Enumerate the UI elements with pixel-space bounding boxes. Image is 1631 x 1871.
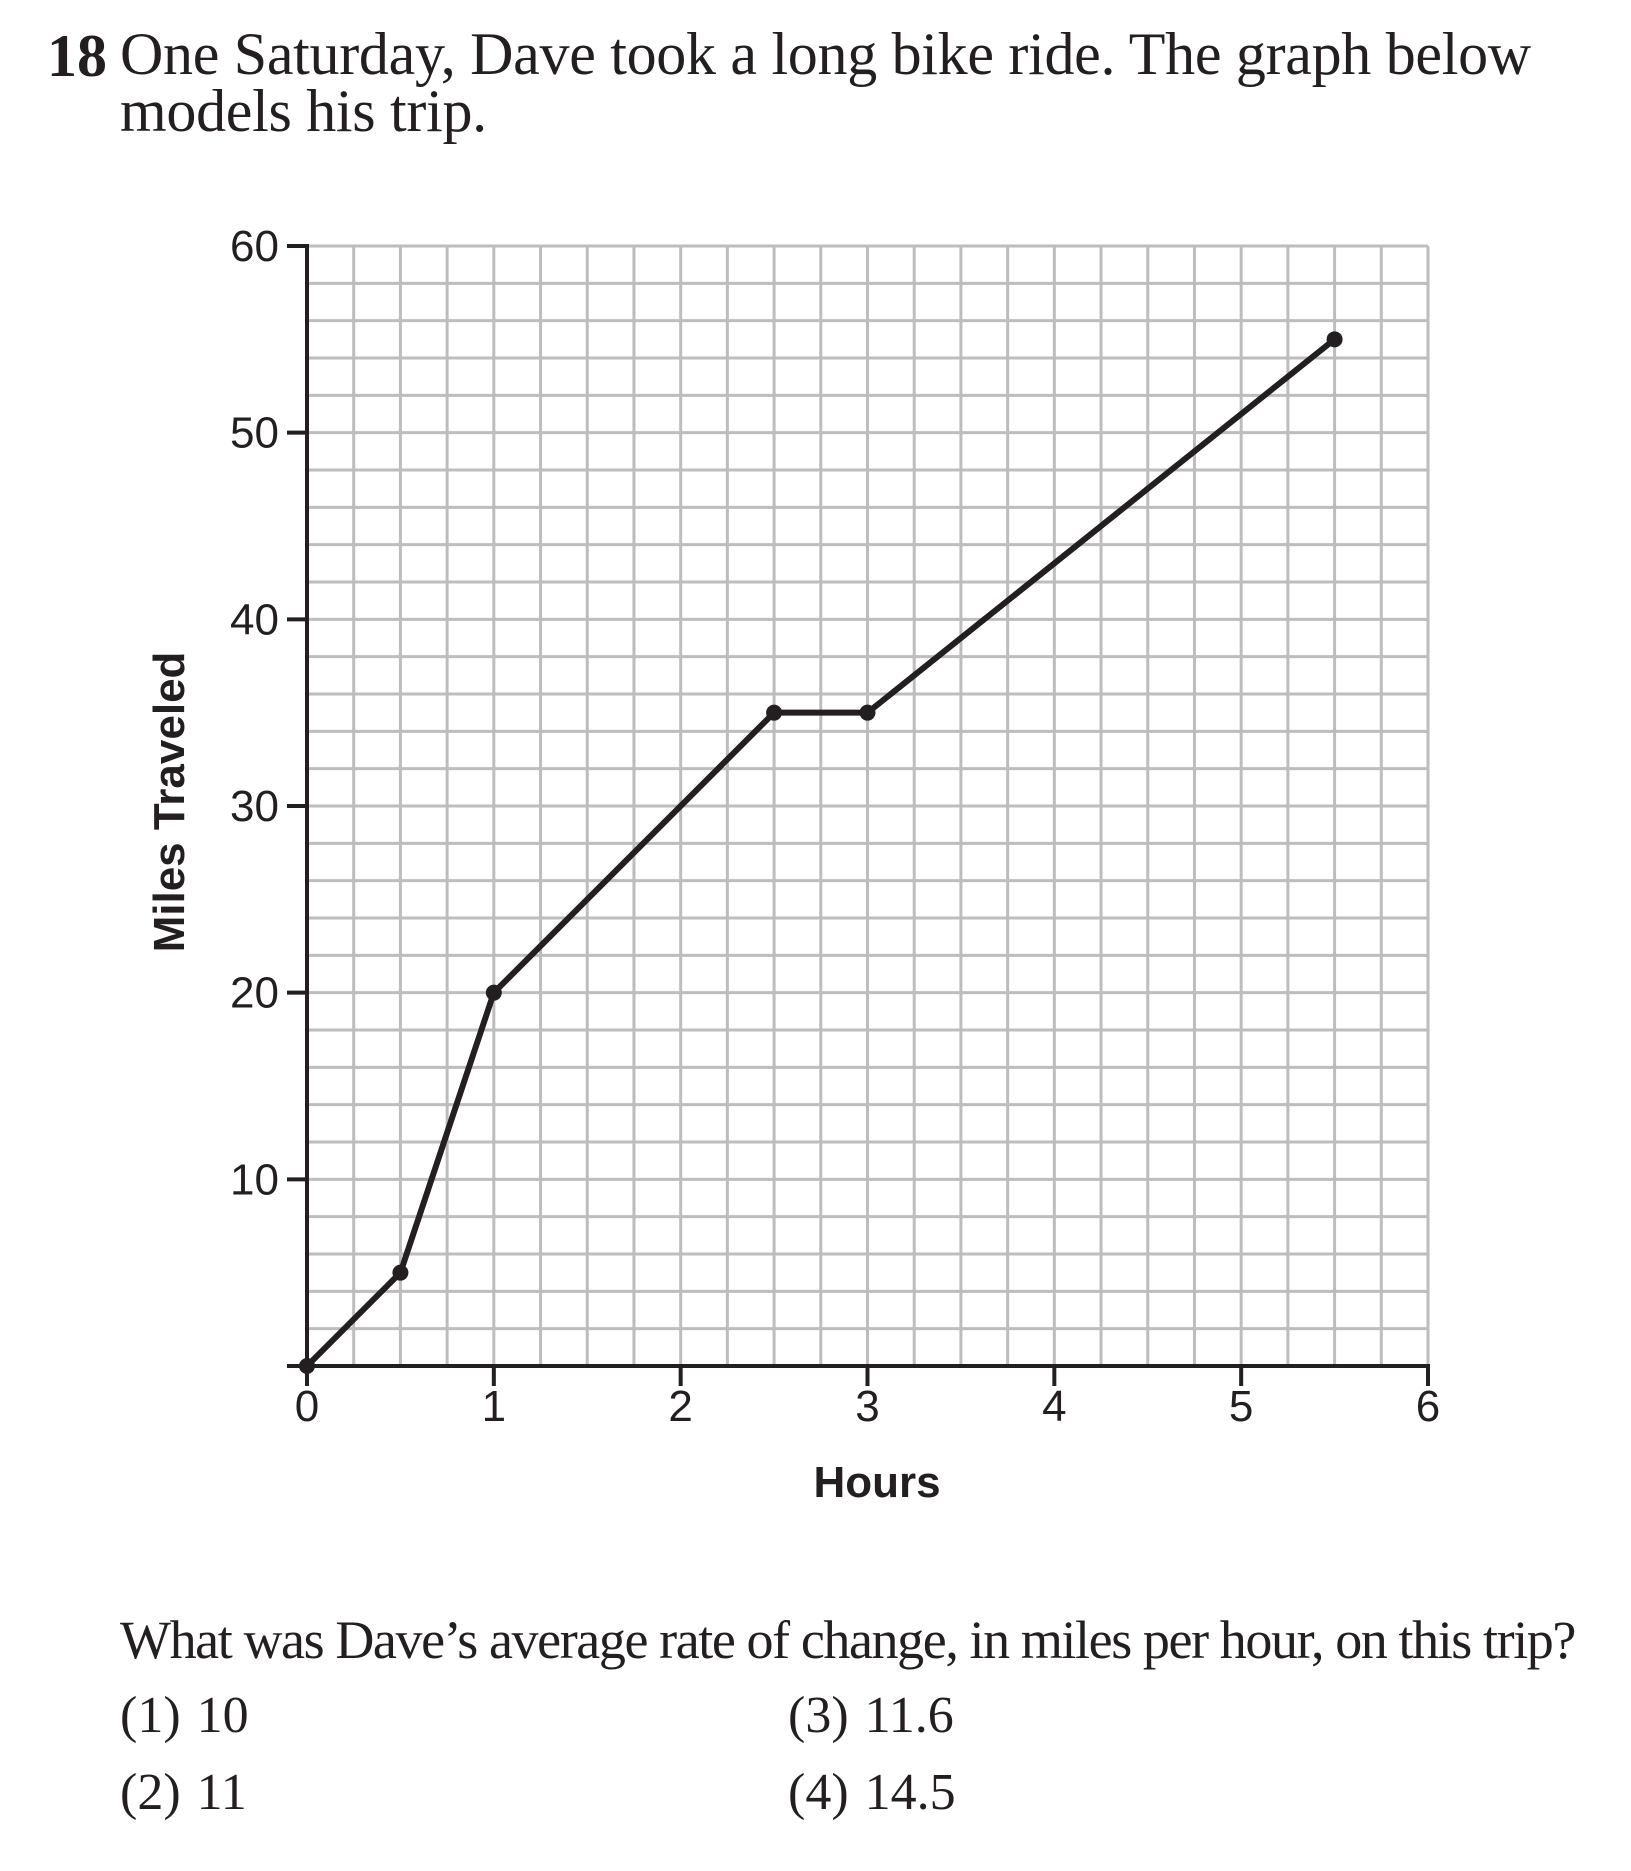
y-tick-label: 30 bbox=[230, 782, 279, 831]
option-label: (3) bbox=[788, 1687, 849, 1744]
data-point bbox=[859, 704, 876, 721]
chart-grid bbox=[305, 244, 1430, 1368]
x-tick-label: 3 bbox=[855, 1382, 879, 1431]
chart-axes bbox=[287, 244, 1430, 1386]
option-value: 14.5 bbox=[864, 1764, 956, 1821]
data-point bbox=[485, 984, 502, 1001]
x-axis-label: Hours bbox=[813, 1458, 940, 1507]
y-tick-label: 50 bbox=[230, 409, 279, 458]
y-tick-label: 10 bbox=[230, 1155, 279, 1204]
option-label: (1) bbox=[120, 1687, 181, 1744]
question-stem: One Saturday, Dave took a long bike ride… bbox=[120, 21, 1531, 144]
data-point bbox=[299, 1358, 315, 1374]
x-tick-label: 1 bbox=[482, 1382, 506, 1431]
answer-option-1[interactable]: (1) 10 bbox=[120, 1690, 249, 1742]
data-point bbox=[766, 704, 783, 721]
x-tick-label: 6 bbox=[1416, 1382, 1440, 1431]
y-tick-label: 40 bbox=[230, 595, 279, 644]
data-series bbox=[299, 331, 1343, 1374]
y-tick-label: 20 bbox=[230, 969, 279, 1018]
answer-option-2[interactable]: (2) 11 bbox=[120, 1767, 247, 1819]
axis-ticks: 0 1 2 3 4 5 6 10 20 30 40 50 60 bbox=[230, 222, 1440, 1431]
question-number: 18 bbox=[47, 23, 107, 89]
option-label: (2) bbox=[120, 1764, 181, 1821]
answer-option-3[interactable]: (3) 11.6 bbox=[788, 1690, 954, 1742]
option-value: 10 bbox=[196, 1687, 249, 1744]
data-point bbox=[1326, 331, 1343, 348]
y-axis-label: Miles Traveled bbox=[145, 652, 194, 953]
x-tick-label: 4 bbox=[1042, 1382, 1066, 1431]
y-tick-label: 60 bbox=[230, 222, 279, 271]
data-point bbox=[392, 1264, 409, 1281]
option-value: 11.6 bbox=[864, 1687, 954, 1744]
series-line bbox=[304, 336, 1337, 1369]
line-chart: 0 1 2 3 4 5 6 10 20 30 40 50 60 Hours Miles Traveled bbox=[145, 222, 1440, 1507]
option-label: (4) bbox=[788, 1764, 849, 1821]
question-prompt: What was Dave’s average rate of change, … bbox=[120, 1610, 1576, 1670]
x-tick-label: 5 bbox=[1229, 1382, 1253, 1431]
option-value: 11 bbox=[196, 1764, 247, 1821]
answer-option-4[interactable]: (4) 14.5 bbox=[788, 1767, 956, 1819]
x-tick-label: 0 bbox=[295, 1382, 319, 1431]
x-tick-label: 2 bbox=[668, 1382, 692, 1431]
